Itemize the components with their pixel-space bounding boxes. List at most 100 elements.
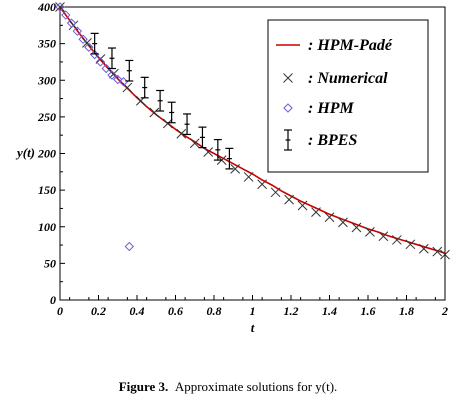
bpes-errorbar xyxy=(125,59,134,82)
numerical-point xyxy=(338,217,348,228)
x-marker-stroke xyxy=(243,172,254,182)
legend-label: : HPM-Padé xyxy=(308,37,393,54)
numerical-point xyxy=(365,227,375,237)
series-errorbar xyxy=(90,32,234,170)
hpm-point xyxy=(95,57,106,67)
figure-caption: Figure 3. Approximate solutions for y(t)… xyxy=(119,379,338,394)
x-tick-label: 0.4 xyxy=(130,304,145,318)
bpes-errorbar xyxy=(225,147,234,170)
x-marker-stroke xyxy=(297,200,308,211)
numerical-point xyxy=(432,246,443,257)
x-marker-stroke xyxy=(149,107,160,118)
numerical-point xyxy=(82,38,92,48)
x-marker-stroke xyxy=(365,227,375,237)
legend-label: : HPM xyxy=(308,100,355,117)
hpm-point xyxy=(61,10,71,20)
x-marker-stroke xyxy=(392,235,402,245)
bpes-errorbar xyxy=(140,76,149,99)
series-marker-x xyxy=(55,2,450,260)
legend-x-swatch xyxy=(283,73,293,83)
legend-label: : Numerical xyxy=(308,70,388,87)
x-marker-stroke xyxy=(405,239,416,250)
y-tick-label: 50 xyxy=(44,256,56,270)
numerical-point xyxy=(270,187,281,198)
x-marker-stroke xyxy=(338,217,348,228)
x-marker-stroke xyxy=(351,222,362,233)
numerical-point xyxy=(162,118,173,129)
bpes-errorbar xyxy=(198,126,207,149)
x-tick-label: 1.2 xyxy=(284,304,299,318)
legend-errorbar-swatch xyxy=(284,129,292,151)
bpes-errorbar xyxy=(107,47,116,70)
numerical-point xyxy=(284,194,294,205)
x-marker-stroke xyxy=(378,231,389,242)
legend: : HPM-Padé : Numerical : HPM : BPES xyxy=(267,19,429,173)
x-tick-label: 1.6 xyxy=(361,304,376,318)
y-tick-label: 150 xyxy=(38,183,56,197)
bpes-errorbar xyxy=(156,89,165,112)
hpm-point xyxy=(118,77,129,87)
numerical-point xyxy=(297,200,308,211)
x-tick-label: 1.4 xyxy=(322,304,337,318)
series-layer xyxy=(55,2,450,260)
hpm-point xyxy=(66,18,77,28)
x-axis-label: t xyxy=(251,320,255,335)
hpm-point xyxy=(55,2,65,12)
x-marker-stroke xyxy=(257,179,267,190)
y-tick-label: 250 xyxy=(37,110,56,124)
y-tick-label: 350 xyxy=(37,37,56,51)
numerical-point xyxy=(392,235,402,245)
numerical-point xyxy=(311,207,321,217)
x-marker-stroke xyxy=(324,212,335,223)
x-marker-stroke xyxy=(230,164,241,174)
hpm-point xyxy=(72,26,83,36)
numerical-point xyxy=(149,107,160,118)
x-tick-label: 1 xyxy=(250,304,256,318)
x-marker-stroke xyxy=(284,194,294,205)
y-tick-label: 200 xyxy=(37,147,56,161)
x-marker-stroke xyxy=(440,249,450,260)
legend-entry: : HPM xyxy=(283,100,355,117)
legend-entry: : BPES xyxy=(284,129,357,151)
x-marker-stroke xyxy=(176,128,187,139)
x-marker-stroke xyxy=(311,207,321,217)
y-tick-label: 400 xyxy=(37,0,56,14)
numerical-point xyxy=(324,212,335,223)
hpm-point xyxy=(113,74,123,85)
x-marker-stroke xyxy=(270,187,281,198)
legend-entry: : HPM-Padé xyxy=(276,37,393,54)
x-tick-label: 2 xyxy=(441,304,448,318)
numerical-point xyxy=(230,164,241,174)
hpm-point xyxy=(89,49,100,60)
bpes-errorbar xyxy=(90,32,99,55)
y-axis-label: y(t) xyxy=(15,145,35,160)
x-marker-stroke xyxy=(82,38,92,48)
hpm-point xyxy=(101,63,111,74)
numerical-point xyxy=(203,147,214,157)
y-tick-label: 300 xyxy=(37,73,56,87)
x-tick-label: 0.8 xyxy=(207,304,222,318)
numerical-point xyxy=(189,138,200,149)
numerical-point xyxy=(378,231,389,242)
series-marker-diamond xyxy=(55,2,135,252)
x-tick-label: 0 xyxy=(57,304,63,318)
x-tick-label: 0.2 xyxy=(91,304,106,318)
legend-label: : BPES xyxy=(308,132,357,149)
numerical-point xyxy=(405,239,416,250)
x-marker-stroke xyxy=(95,54,106,64)
caption-label: Figure 3. xyxy=(119,379,169,394)
y-tick-label: 0 xyxy=(50,293,56,307)
legend-entry: : Numerical xyxy=(283,70,388,87)
numerical-point xyxy=(176,128,187,139)
x-tick-label: 1.8 xyxy=(399,304,414,318)
x-marker-stroke xyxy=(283,73,293,83)
hpm-point xyxy=(107,70,117,80)
bpes-errorbar xyxy=(167,101,176,124)
x-marker-stroke xyxy=(418,243,429,254)
x-marker-stroke xyxy=(122,82,133,93)
x-marker-stroke xyxy=(203,147,214,157)
x-tick-label: 0.6 xyxy=(168,304,183,318)
numerical-point xyxy=(440,249,450,260)
